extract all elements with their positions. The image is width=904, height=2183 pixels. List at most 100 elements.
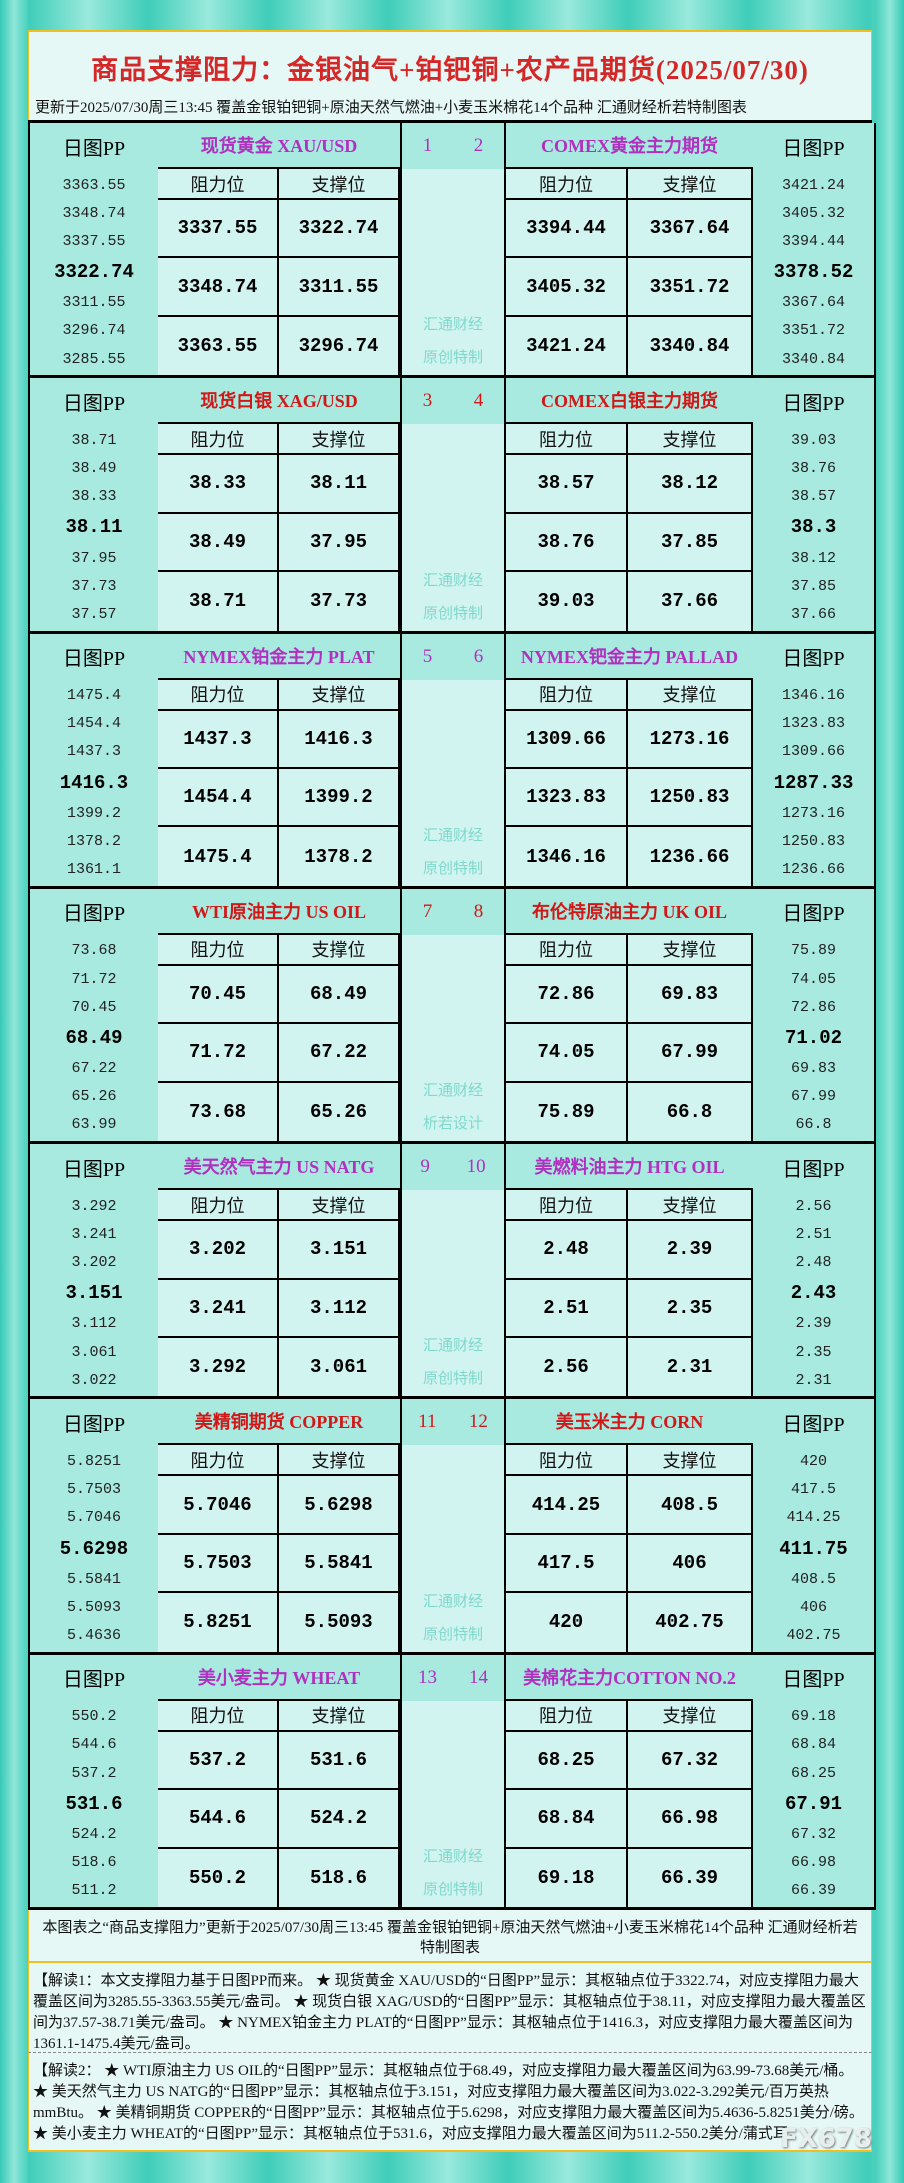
resistance-value: 3405.32 bbox=[506, 258, 628, 317]
resistance-value: 550.2 bbox=[158, 1848, 279, 1907]
explanation-2: 【解读2： ★ WTI原油主力 US OIL的“日图PP”显示：其枢轴点位于68… bbox=[28, 2053, 872, 2152]
support-value: 3311.55 bbox=[279, 258, 400, 317]
pp-level: 3311.55 bbox=[62, 294, 126, 312]
pp-list-right: 75.89 74.05 72.86 71.02 69.83 67.99 66.8 bbox=[753, 935, 874, 1141]
block-numbers: 9 10 bbox=[400, 1144, 506, 1191]
product-name-right: 美棉花主力COTTON NO.2 bbox=[506, 1655, 753, 1701]
pp-level: 3348.74 bbox=[62, 204, 126, 222]
support-header: 支撑位 bbox=[628, 1190, 753, 1222]
pp-level: 3367.64 bbox=[781, 294, 845, 312]
pp-level: 3394.44 bbox=[781, 232, 845, 250]
resistance-header: 阻力位 bbox=[158, 1445, 279, 1477]
product-name-right: 美燃料油主力 HTG OIL bbox=[506, 1144, 753, 1191]
block-number-right: 14 bbox=[469, 1666, 488, 1688]
commodity-block: 日图PP 现货白银 XAG/USD 3 4 COMEX白银主力期货 日图PP 38.71 38… bbox=[28, 378, 876, 634]
pp-level: 38.76 bbox=[790, 460, 836, 478]
support-value: 37.95 bbox=[279, 513, 400, 573]
pp-level: 3.112 bbox=[71, 1315, 117, 1333]
block-number-left: 9 bbox=[420, 1156, 430, 1178]
resistance-value: 3.241 bbox=[158, 1279, 279, 1338]
pp-level: 70.45 bbox=[71, 998, 117, 1016]
pp-level: 1323.83 bbox=[781, 715, 845, 733]
fx678-logo: FX678 bbox=[779, 2124, 872, 2154]
pp-label-left: 日图PP bbox=[62, 137, 126, 160]
support-header: 支撑位 bbox=[628, 934, 753, 966]
pivot-point: 38.11 bbox=[65, 516, 123, 539]
pp-level: 37.73 bbox=[71, 577, 117, 595]
resistance-header: 阻力位 bbox=[506, 1190, 628, 1222]
pivot-point: 531.6 bbox=[65, 1792, 123, 1815]
pivot-point: 71.02 bbox=[784, 1026, 842, 1049]
pp-level: 2.48 bbox=[795, 1254, 832, 1272]
pp-level: 38.71 bbox=[71, 431, 117, 449]
block-numbers: 11 12 bbox=[400, 1399, 506, 1446]
resistance-value: 3363.55 bbox=[158, 316, 279, 376]
pp-level: 2.51 bbox=[795, 1225, 832, 1243]
block-number-right: 2 bbox=[473, 135, 484, 156]
pp-list-right: 2.56 2.51 2.48 2.43 2.39 2.35 2.31 bbox=[753, 1190, 874, 1396]
pp-level: 1250.83 bbox=[781, 833, 845, 850]
pp-level: 1378.2 bbox=[66, 833, 121, 850]
support-value: 66.98 bbox=[628, 1790, 753, 1849]
support-value: 69.83 bbox=[628, 965, 753, 1025]
pp-list-right: 420 417.5 414.25 411.75 408.5 406 402.75 bbox=[753, 1445, 874, 1651]
pp-label-right: 日图PP bbox=[782, 1413, 845, 1436]
pp-level: 3405.32 bbox=[781, 204, 845, 222]
pp-level: 63.99 bbox=[71, 1116, 117, 1134]
pp-level: 3.292 bbox=[71, 1197, 117, 1215]
pp-level: 1399.2 bbox=[66, 804, 121, 822]
resistance-value: 537.2 bbox=[158, 1731, 279, 1791]
pp-level: 37.85 bbox=[790, 577, 836, 595]
support-value: 3367.64 bbox=[628, 200, 753, 259]
resistance-value: 38.57 bbox=[506, 455, 628, 514]
support-value: 65.26 bbox=[279, 1082, 400, 1142]
pp-list-right: 1346.16 1323.83 1309.66 1287.33 1273.16 1250.… bbox=[753, 680, 874, 886]
watermark-line-1: 汇通财经 bbox=[422, 1083, 483, 1100]
support-value: 3351.72 bbox=[628, 258, 753, 317]
explanation-1: 【解读1：本文支撑阻力基于日图PP而来。 ★ 现货黄金 XAU/USD的“日图P… bbox=[28, 1963, 872, 2053]
block-number-right: 10 bbox=[466, 1156, 486, 1178]
resistance-header: 阻力位 bbox=[506, 424, 628, 456]
resistance-header: 阻力位 bbox=[158, 934, 279, 966]
watermark-line-2: 原创特制 bbox=[422, 1371, 483, 1388]
pp-level: 73.68 bbox=[71, 942, 117, 960]
commodity-block: 日图PP 美精铜期货 COPPER 11 12 美玉米主力 CORN 日图PP 5.8251… bbox=[28, 1399, 876, 1655]
pp-level: 69.83 bbox=[790, 1060, 836, 1078]
pp-level: 420 bbox=[799, 1453, 827, 1470]
page-title: 商品支撑阻力：金银油气+铂钯铜+农产品期货(2025/07/30) bbox=[91, 55, 809, 85]
pp-level: 37.66 bbox=[790, 605, 836, 623]
pp-list-left: 3.292 3.241 3.202 3.151 3.112 3.061 3.022 bbox=[30, 1190, 158, 1396]
support-header: 支撑位 bbox=[279, 424, 400, 456]
pp-level: 417.5 bbox=[790, 1481, 836, 1499]
watermark: 汇通财经 原创特制 bbox=[400, 169, 506, 376]
pp-level: 511.2 bbox=[71, 1882, 117, 1900]
resistance-value: 38.71 bbox=[158, 572, 279, 631]
pp-level: 1437.3 bbox=[66, 743, 121, 761]
watermark-line-1: 汇通财经 bbox=[422, 1849, 483, 1865]
pp-level: 3.061 bbox=[71, 1343, 117, 1361]
frame-top bbox=[28, 0, 872, 30]
pp-label-left: 日图PP bbox=[62, 1413, 126, 1436]
resistance-value: 420 bbox=[506, 1593, 628, 1652]
watermark: 汇通财经 原创特制 bbox=[400, 424, 506, 631]
pp-label-left: 日图PP bbox=[62, 1669, 126, 1692]
support-value: 37.85 bbox=[628, 513, 753, 573]
pp-level: 2.56 bbox=[795, 1197, 832, 1215]
resistance-value: 544.6 bbox=[158, 1790, 279, 1849]
resistance-value: 1437.3 bbox=[158, 710, 279, 769]
support-header: 支撑位 bbox=[628, 1445, 753, 1477]
resistance-value: 1323.83 bbox=[506, 768, 628, 828]
pp-level: 524.2 bbox=[71, 1825, 117, 1843]
support-value: 3296.74 bbox=[279, 316, 400, 376]
pp-level: 1273.16 bbox=[781, 804, 845, 822]
support-header: 支撑位 bbox=[628, 424, 753, 456]
resistance-value: 3.292 bbox=[158, 1337, 279, 1397]
pp-level: 3.022 bbox=[71, 1371, 117, 1389]
support-header: 支撑位 bbox=[628, 1700, 753, 1732]
pivot-point: 38.3 bbox=[790, 516, 837, 539]
pp-level: 5.7046 bbox=[66, 1509, 121, 1527]
pivot-point: 2.43 bbox=[790, 1282, 837, 1305]
header: 商品支撑阻力：金银油气+铂钯铜+农产品期货(2025/07/30) 更新于202… bbox=[28, 30, 872, 120]
support-value: 67.99 bbox=[628, 1024, 753, 1083]
